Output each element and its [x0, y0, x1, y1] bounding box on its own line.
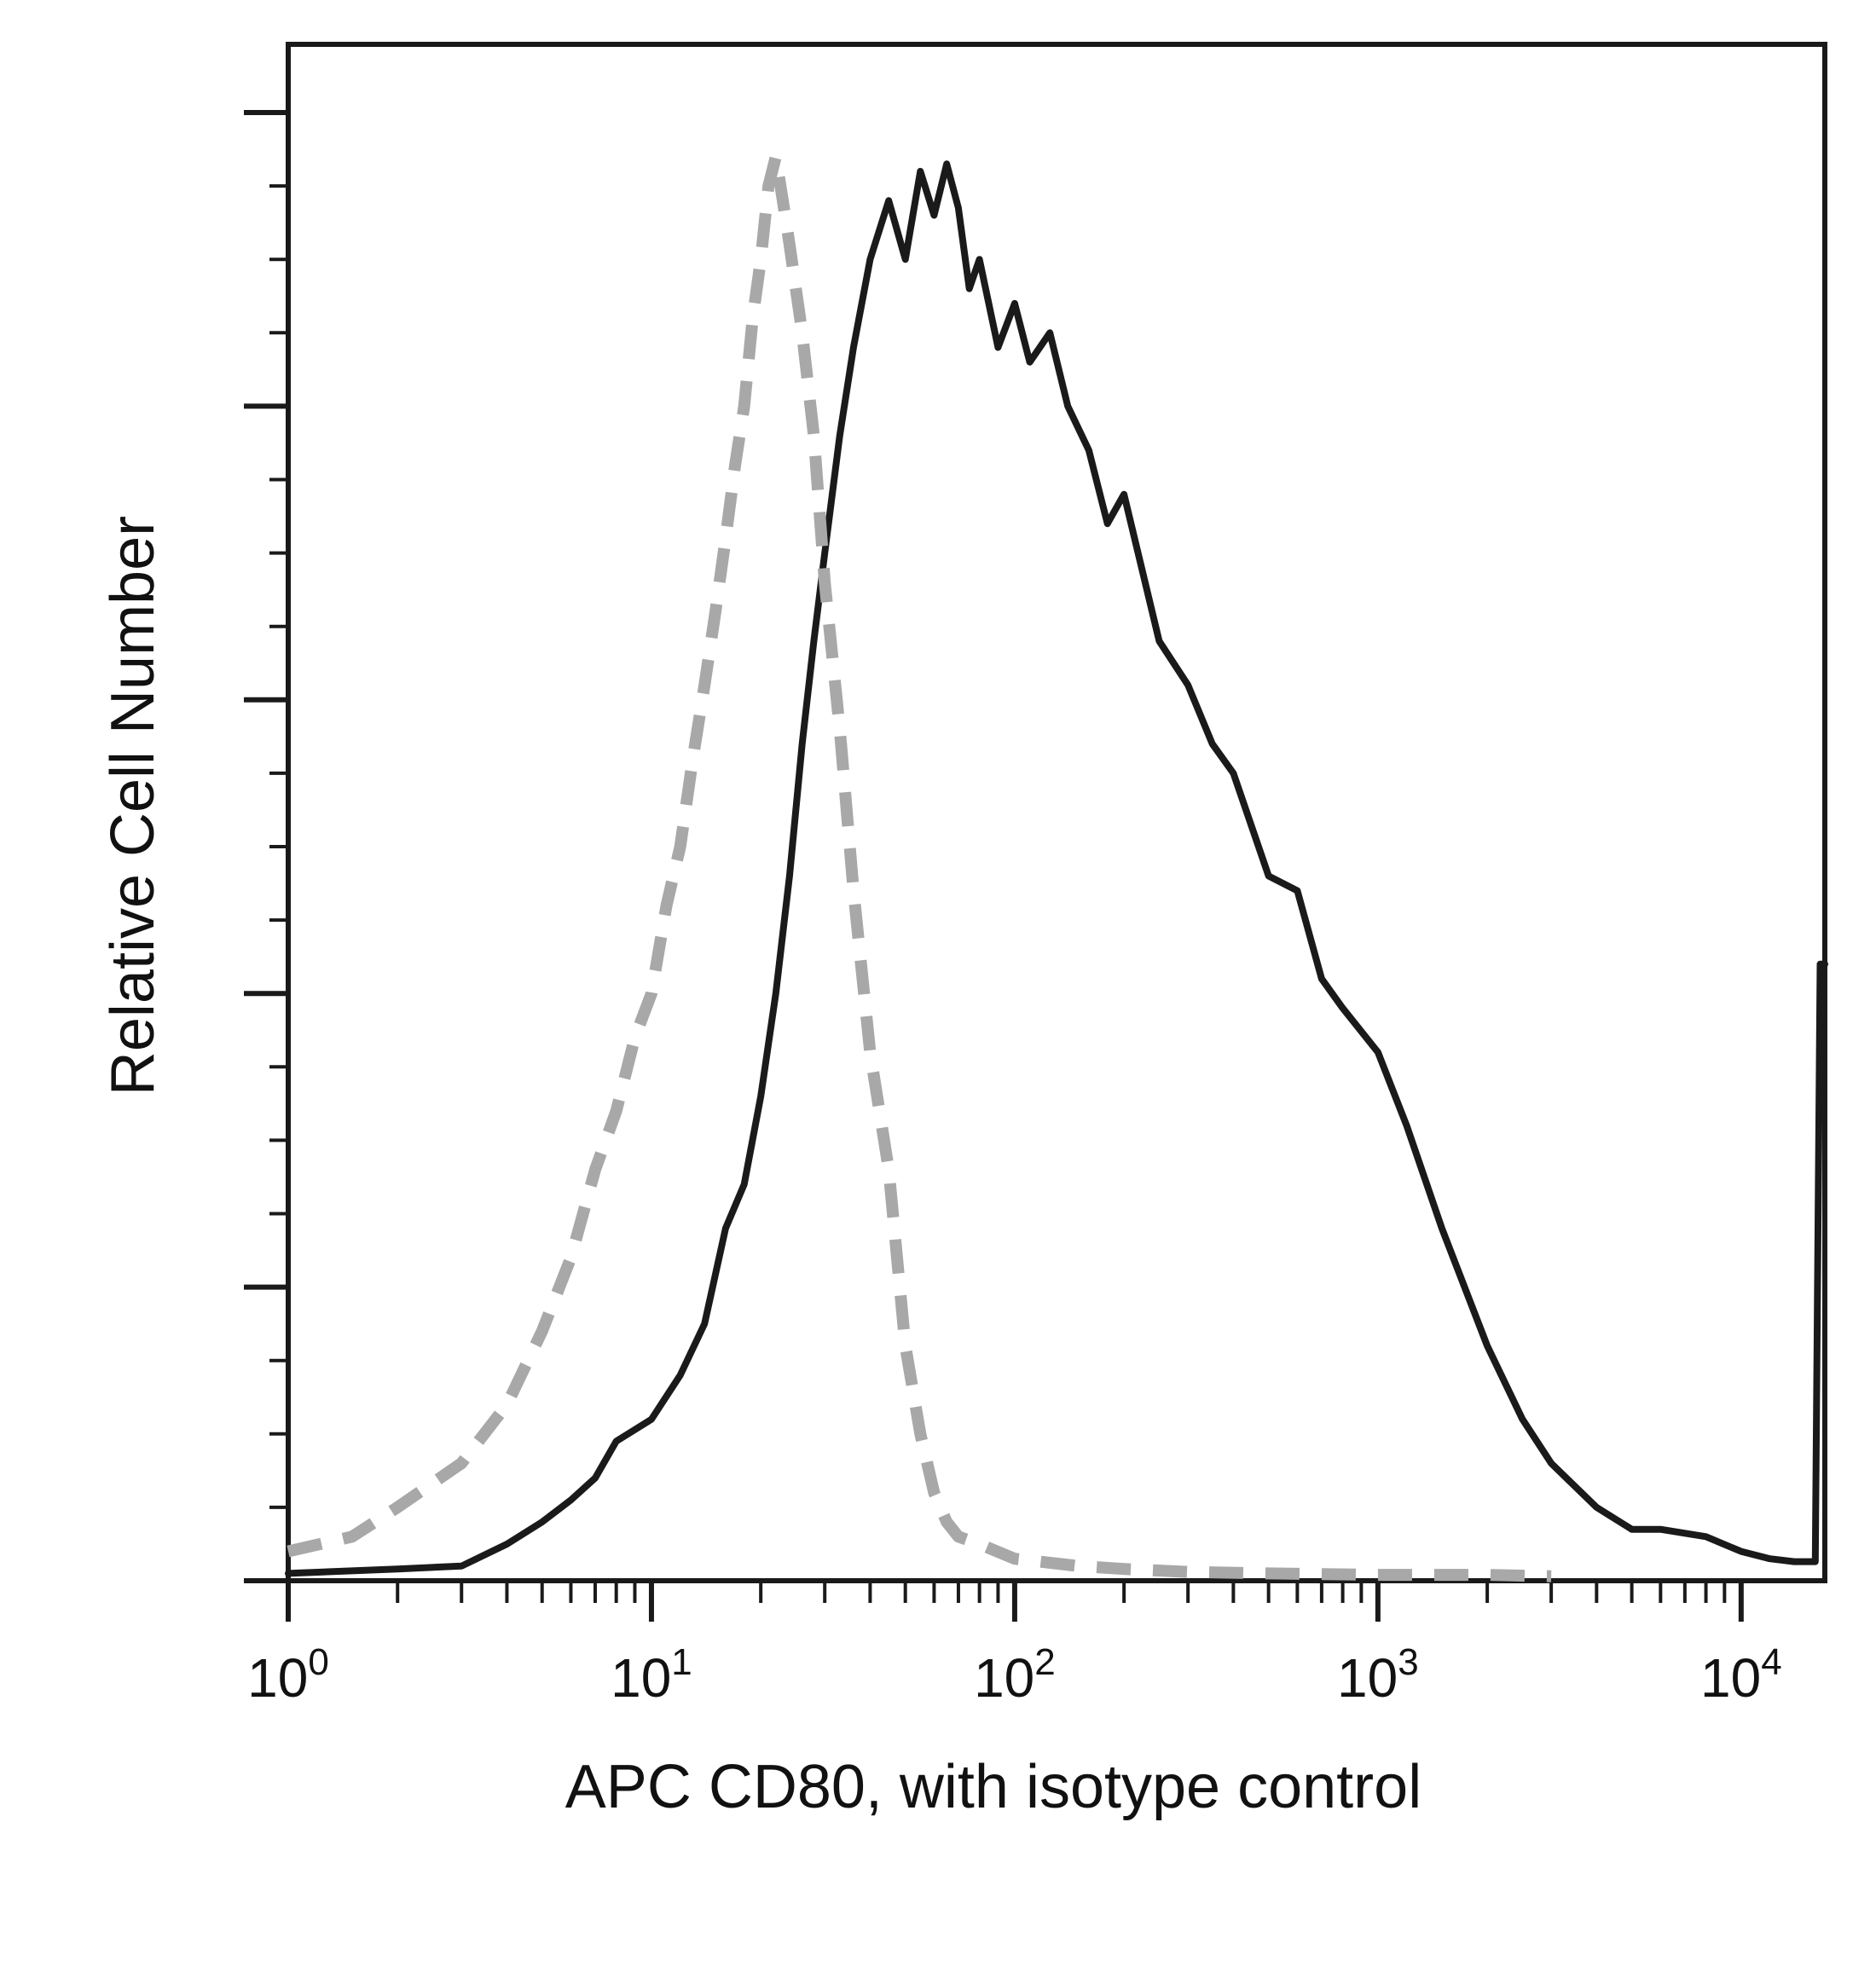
cd80-series — [285, 160, 1828, 1577]
series-layer — [285, 150, 1828, 1582]
x-axis-tick-labels: 100 101 102 103 104 — [247, 1641, 1782, 1709]
x-tick-label: 101 — [611, 1641, 692, 1709]
y-axis-label: Relative Cell Number — [99, 516, 167, 1096]
x-tick-label: 104 — [1700, 1641, 1782, 1709]
x-tick-label: 102 — [974, 1641, 1056, 1709]
x-axis-label: APC CD80, with isotype control — [565, 1753, 1421, 1821]
plot-frame — [286, 42, 1827, 1583]
x-axis-ticks — [286, 1581, 1744, 1622]
isotype-control-series — [287, 150, 1552, 1582]
x-tick-label: 103 — [1337, 1641, 1419, 1709]
x-tick-label: 100 — [247, 1641, 329, 1709]
y-axis-ticks — [244, 110, 288, 1583]
